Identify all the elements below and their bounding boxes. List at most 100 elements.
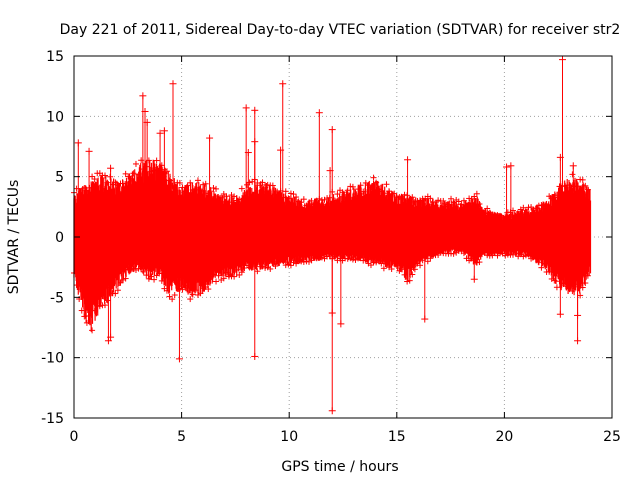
data-point (574, 183, 581, 190)
data-point (300, 258, 307, 265)
data-point (130, 265, 137, 272)
data-point (481, 210, 488, 217)
data-point (525, 251, 532, 258)
outlier-point (251, 106, 259, 114)
data-point (153, 157, 160, 164)
data-point (362, 256, 369, 263)
data-point (401, 191, 408, 198)
data-point (331, 197, 338, 204)
data-point (163, 168, 170, 175)
data-point (179, 184, 186, 191)
data-point (267, 265, 274, 272)
data-point (427, 195, 434, 202)
data-point (122, 170, 129, 177)
outlier-point (569, 162, 577, 170)
data-point (432, 202, 439, 209)
x-tick-label: 25 (603, 429, 621, 445)
data-point (148, 168, 155, 175)
outlier-point (421, 315, 429, 323)
outlier-point (503, 163, 511, 171)
data-point (404, 278, 411, 285)
data-point (347, 255, 354, 262)
data-point (458, 201, 465, 208)
data-point (378, 260, 385, 267)
data-point (290, 259, 297, 266)
data-point (94, 302, 101, 309)
data-point (81, 313, 88, 320)
outlier-point (556, 310, 564, 318)
data-point (305, 258, 312, 265)
data-point (411, 266, 418, 273)
data-point (313, 254, 320, 261)
outlier-point (244, 149, 252, 157)
data-point (176, 179, 183, 186)
data-point (515, 211, 522, 218)
data-point (73, 282, 80, 289)
data-point (112, 179, 119, 186)
outlier-point (507, 162, 515, 170)
data-point (566, 284, 573, 291)
data-point (215, 272, 222, 279)
data-point (282, 188, 289, 195)
y-tick-label: -15 (41, 411, 64, 427)
data-point (285, 195, 292, 202)
data-point (476, 259, 483, 266)
data-point (143, 163, 150, 170)
outlier-point (574, 337, 582, 345)
data-point (561, 280, 568, 287)
x-tick-label: 5 (177, 429, 186, 445)
data-point (96, 303, 103, 310)
data-point (339, 189, 346, 196)
data-point (318, 254, 325, 261)
data-point (365, 182, 372, 189)
data-point (494, 212, 501, 219)
outlier-point (139, 92, 147, 100)
data-point (158, 277, 165, 284)
data-point (540, 201, 547, 208)
data-point (295, 198, 302, 205)
outlier-point (160, 127, 168, 135)
data-point (311, 201, 318, 208)
data-point (298, 258, 305, 265)
data-point (236, 196, 243, 203)
data-point (143, 272, 150, 279)
data-point (254, 268, 261, 275)
y-tick-label: 10 (46, 109, 64, 125)
data-point (200, 181, 207, 188)
data-point (300, 196, 307, 203)
data-point (546, 268, 553, 275)
data-point (280, 258, 287, 265)
data-point (275, 258, 282, 265)
data-point (540, 260, 547, 267)
data-point (380, 190, 387, 197)
data-point (450, 250, 457, 257)
data-point (83, 319, 90, 326)
outlier-point (169, 80, 177, 88)
chart-title: Day 221 of 2011, Sidereal Day-to-day VTE… (60, 22, 621, 38)
outlier-point (470, 275, 478, 283)
data-point (187, 296, 194, 303)
data-point (435, 197, 442, 204)
data-point (401, 271, 408, 278)
data-point (471, 193, 478, 200)
data-point (479, 251, 486, 258)
data-point (512, 212, 519, 219)
data-point (231, 193, 238, 200)
data-point (285, 261, 292, 268)
data-point (151, 276, 158, 283)
y-tick-label: 15 (46, 49, 64, 65)
data-point (548, 195, 555, 202)
data-point (375, 257, 382, 264)
data-point (305, 201, 312, 208)
data-point (81, 185, 88, 192)
outlier-point (143, 118, 151, 126)
x-axis-label: GPS time / hours (281, 459, 398, 475)
data-point (272, 263, 279, 270)
outlier-point (559, 56, 567, 64)
data-point (411, 198, 418, 205)
tick-layer: 0 5 10 15 20 25 -15 -10 -5 0 5 10 15 (41, 49, 621, 445)
data-point (151, 167, 158, 174)
data-point (223, 193, 230, 200)
outlier-point (404, 156, 412, 164)
data-point (104, 179, 111, 186)
